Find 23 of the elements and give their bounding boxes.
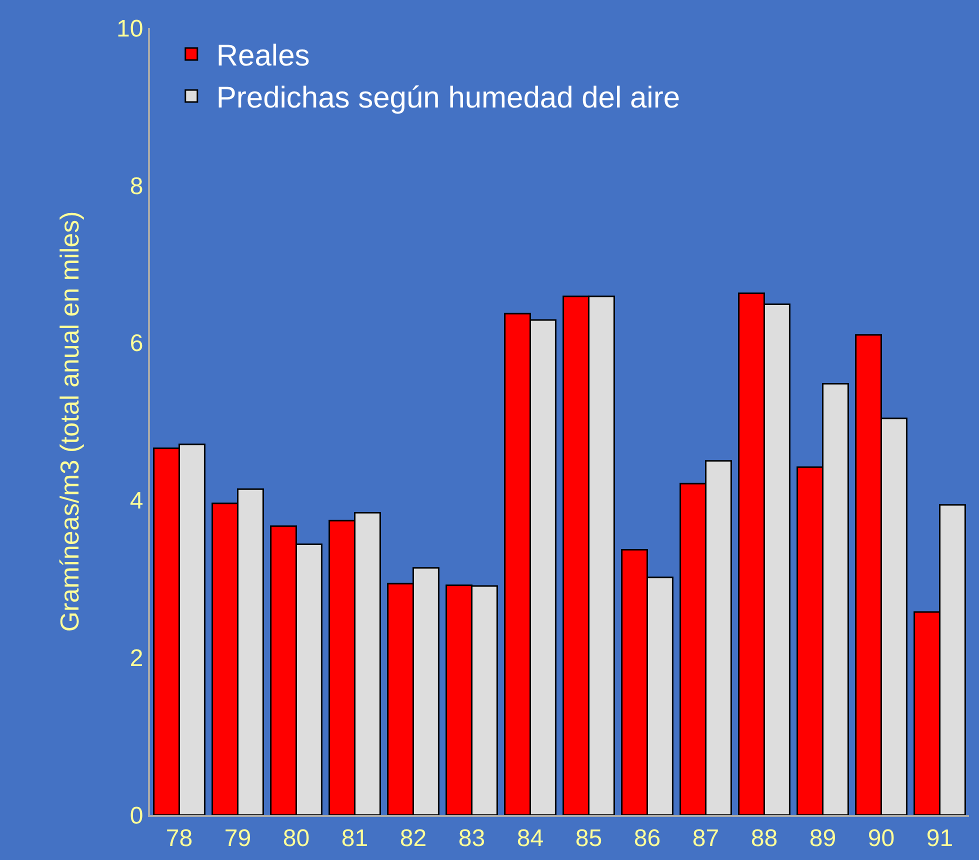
x-tick-label: 87 xyxy=(692,824,720,852)
x-tick-label: 78 xyxy=(166,824,193,852)
x-tick-label: 88 xyxy=(750,824,778,852)
y-tick-label: 0 xyxy=(130,802,144,830)
y-axis-title: Gramíneas/m3 (total anual en miles) xyxy=(54,211,84,632)
x-tick-label: 83 xyxy=(458,824,486,852)
x-tick-label: 91 xyxy=(926,824,954,852)
y-tick-label: 10 xyxy=(116,15,144,42)
x-tick-label: 90 xyxy=(868,824,895,852)
x-tick-label: 80 xyxy=(282,824,310,852)
x-tick-label: 86 xyxy=(634,824,661,852)
y-tick-label: 6 xyxy=(130,330,144,358)
x-tick-label: 85 xyxy=(575,824,602,852)
legend-label: Reales xyxy=(216,40,310,73)
x-tick-label: 89 xyxy=(809,824,836,852)
y-tick-label: 4 xyxy=(130,488,144,515)
x-tick-label: 84 xyxy=(516,824,544,852)
x-tick-label: 82 xyxy=(400,824,427,852)
x-tick-label: 81 xyxy=(341,824,368,852)
y-tick-label: 2 xyxy=(130,645,144,672)
legend-label: Predichas según humedad del aire xyxy=(216,82,680,115)
x-tick-label: 79 xyxy=(224,824,252,852)
y-tick-label: 8 xyxy=(130,172,144,200)
